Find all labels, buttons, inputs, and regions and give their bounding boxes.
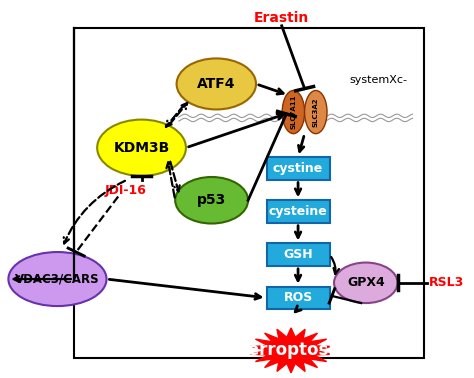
Text: Erastin: Erastin — [254, 11, 310, 25]
Text: cysteine: cysteine — [269, 205, 328, 218]
FancyBboxPatch shape — [266, 200, 329, 223]
Text: KDM3B: KDM3B — [113, 141, 170, 155]
Text: ATF4: ATF4 — [197, 77, 236, 91]
Ellipse shape — [175, 177, 248, 223]
Text: GSH: GSH — [283, 248, 313, 261]
Text: Ferroptosis: Ferroptosis — [237, 341, 345, 359]
Text: p53: p53 — [197, 193, 226, 207]
FancyBboxPatch shape — [266, 157, 329, 180]
Text: cystine: cystine — [273, 162, 323, 175]
Text: SLC7A11: SLC7A11 — [291, 95, 296, 129]
Text: VDAC3/CARS: VDAC3/CARS — [15, 273, 100, 285]
Polygon shape — [251, 328, 331, 373]
Text: systemXc-: systemXc- — [349, 75, 408, 85]
Text: GPX4: GPX4 — [347, 276, 385, 289]
Bar — [74, 28, 424, 358]
Ellipse shape — [177, 59, 256, 110]
Ellipse shape — [334, 263, 398, 303]
Ellipse shape — [282, 90, 305, 134]
FancyBboxPatch shape — [266, 243, 329, 266]
Ellipse shape — [97, 119, 186, 176]
Text: RSL3: RSL3 — [429, 276, 464, 289]
Text: SLC3A2: SLC3A2 — [313, 97, 319, 127]
Ellipse shape — [9, 252, 107, 306]
FancyBboxPatch shape — [266, 287, 329, 309]
Text: ROS: ROS — [283, 291, 313, 304]
Text: JDI-16: JDI-16 — [104, 184, 146, 197]
Ellipse shape — [305, 90, 327, 134]
